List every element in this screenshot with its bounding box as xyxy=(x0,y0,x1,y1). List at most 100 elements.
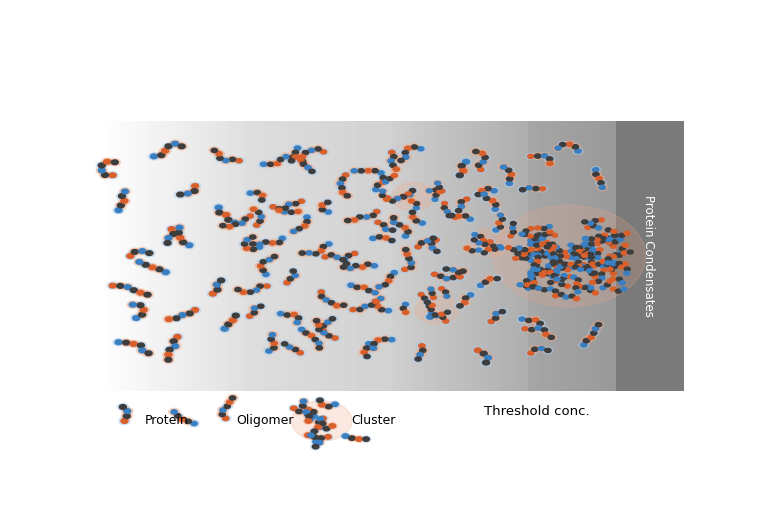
Circle shape xyxy=(292,319,302,326)
Circle shape xyxy=(275,310,286,317)
Circle shape xyxy=(610,254,616,258)
Circle shape xyxy=(279,236,286,240)
Circle shape xyxy=(523,256,529,260)
Circle shape xyxy=(606,238,612,242)
Circle shape xyxy=(113,206,124,214)
Circle shape xyxy=(309,334,315,338)
Circle shape xyxy=(581,243,587,247)
Circle shape xyxy=(448,213,455,218)
Circle shape xyxy=(102,173,109,177)
Circle shape xyxy=(457,275,463,279)
Circle shape xyxy=(587,257,593,260)
Circle shape xyxy=(497,244,503,248)
Circle shape xyxy=(375,338,382,342)
Circle shape xyxy=(585,265,591,269)
Circle shape xyxy=(569,294,575,298)
Circle shape xyxy=(528,252,534,257)
Circle shape xyxy=(379,336,391,343)
Circle shape xyxy=(391,220,397,225)
Circle shape xyxy=(372,302,383,310)
Circle shape xyxy=(275,156,286,163)
Circle shape xyxy=(554,266,560,270)
Circle shape xyxy=(371,186,382,193)
Circle shape xyxy=(559,262,565,266)
Circle shape xyxy=(290,200,301,207)
Circle shape xyxy=(372,300,379,304)
Circle shape xyxy=(337,175,348,183)
Circle shape xyxy=(290,269,296,273)
Circle shape xyxy=(100,171,111,179)
Circle shape xyxy=(274,161,280,166)
Circle shape xyxy=(295,209,301,213)
Circle shape xyxy=(612,234,618,238)
Circle shape xyxy=(119,417,130,425)
Circle shape xyxy=(378,296,384,301)
Circle shape xyxy=(426,307,435,313)
Circle shape xyxy=(294,408,304,415)
Circle shape xyxy=(366,288,372,293)
Circle shape xyxy=(250,247,257,251)
Circle shape xyxy=(113,339,124,346)
Circle shape xyxy=(350,262,361,269)
Circle shape xyxy=(293,208,303,215)
Circle shape xyxy=(486,318,496,325)
Circle shape xyxy=(312,146,324,153)
Circle shape xyxy=(280,204,291,212)
Circle shape xyxy=(534,241,540,245)
Circle shape xyxy=(478,350,489,357)
Circle shape xyxy=(318,436,325,440)
Circle shape xyxy=(354,436,364,443)
Circle shape xyxy=(321,425,331,432)
Circle shape xyxy=(590,247,596,251)
Circle shape xyxy=(423,299,432,305)
Circle shape xyxy=(320,244,327,249)
Circle shape xyxy=(546,225,553,229)
Circle shape xyxy=(441,266,451,273)
Circle shape xyxy=(322,318,334,326)
Circle shape xyxy=(537,321,543,325)
Circle shape xyxy=(313,321,325,329)
Circle shape xyxy=(277,235,288,242)
Circle shape xyxy=(294,146,301,150)
Circle shape xyxy=(299,155,306,159)
Circle shape xyxy=(186,311,193,316)
Circle shape xyxy=(189,182,201,190)
Circle shape xyxy=(394,221,405,229)
Circle shape xyxy=(296,409,302,414)
Circle shape xyxy=(478,158,489,165)
Circle shape xyxy=(297,249,308,257)
Circle shape xyxy=(591,264,597,268)
Circle shape xyxy=(510,226,516,230)
Circle shape xyxy=(338,264,349,271)
Circle shape xyxy=(506,233,515,239)
Circle shape xyxy=(260,260,267,264)
Circle shape xyxy=(97,162,107,169)
Circle shape xyxy=(288,159,295,163)
Circle shape xyxy=(558,141,568,148)
Circle shape xyxy=(401,194,407,199)
Circle shape xyxy=(374,304,381,308)
Circle shape xyxy=(553,294,559,298)
Circle shape xyxy=(233,286,243,293)
Circle shape xyxy=(591,331,597,335)
Circle shape xyxy=(356,167,366,174)
Circle shape xyxy=(280,153,291,160)
Circle shape xyxy=(485,187,491,191)
Circle shape xyxy=(388,238,395,243)
Circle shape xyxy=(534,238,540,242)
Circle shape xyxy=(298,403,308,409)
Circle shape xyxy=(340,190,346,195)
Circle shape xyxy=(621,251,627,255)
Circle shape xyxy=(483,354,494,361)
Circle shape xyxy=(162,239,173,247)
Circle shape xyxy=(578,245,584,249)
Circle shape xyxy=(284,313,290,317)
Circle shape xyxy=(98,168,106,173)
Circle shape xyxy=(506,182,512,186)
Circle shape xyxy=(438,274,444,278)
Circle shape xyxy=(381,226,391,233)
Circle shape xyxy=(456,162,467,170)
Circle shape xyxy=(596,176,602,180)
Circle shape xyxy=(533,265,539,269)
Circle shape xyxy=(550,260,556,264)
